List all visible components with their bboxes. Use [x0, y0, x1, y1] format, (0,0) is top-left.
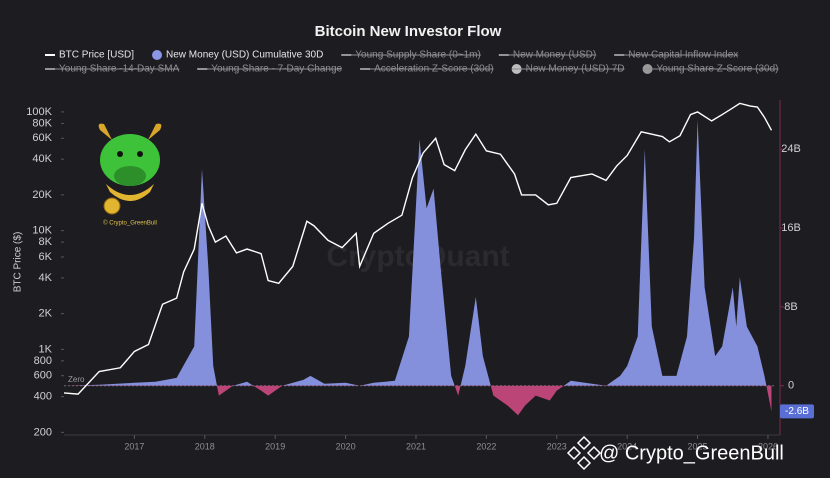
x-tick-label: 2025	[688, 441, 708, 451]
logo	[98, 123, 162, 215]
price-line	[63, 102, 773, 395]
y-tick-label: 100K	[26, 106, 52, 118]
y-tick-label: 60K	[32, 132, 52, 144]
y-tick-label: 4K	[39, 272, 53, 284]
y-tick-label: 10K	[32, 225, 52, 237]
x-tick-label: 2018	[195, 441, 215, 451]
current-marker-label: -2.6B	[785, 406, 809, 417]
y-tick-label: 6K	[39, 251, 53, 263]
y-tick-label: 2K	[39, 308, 53, 320]
y-tick-label: 200	[34, 426, 52, 438]
x-tick-label: 2020	[336, 441, 356, 451]
x-tick-label: 2021	[406, 441, 426, 451]
x-tick-label: 2024	[617, 441, 637, 451]
logo-caption: © Crypto_GreenBull	[103, 220, 157, 227]
y-tick-label: 8K	[39, 236, 53, 248]
x-tick-label: 2019	[265, 441, 285, 451]
legend-label: New Money (USD) Cumulative 30D	[166, 50, 323, 61]
y-tick-label: 600	[34, 370, 52, 382]
y-tick-label: 40K	[32, 153, 52, 165]
y-axis-label: BTC Price ($)	[13, 232, 24, 293]
y-tick-label: 400	[34, 391, 52, 403]
y2-tick-label: 8B	[784, 301, 797, 313]
x-tick-label: 2022	[476, 441, 496, 451]
overlay-icon	[566, 435, 602, 471]
x-tick-label: 2017	[124, 441, 144, 451]
y-tick-label: 1K	[39, 343, 53, 355]
flow-area	[64, 119, 772, 416]
x-tick-label: 2026	[758, 441, 778, 451]
x-tick-label: 2023	[547, 441, 567, 451]
legend-label: BTC Price [USD]	[59, 50, 134, 61]
chart-title: Bitcoin New Investor Flow	[315, 23, 502, 40]
current-marker-box	[780, 404, 814, 419]
y-tick-label: 20K	[32, 189, 52, 201]
zero-label: Zero	[68, 375, 85, 384]
y2-tick-label: 16B	[781, 222, 801, 234]
y2-tick-label: 0	[788, 380, 794, 392]
y-tick-label: 80K	[32, 117, 52, 129]
overlay-credit: @ Crypto_GreenBull	[599, 442, 784, 464]
legend-marker	[152, 50, 163, 60]
y-tick-label: 800	[34, 355, 52, 367]
y2-tick-label: 24B	[781, 143, 801, 155]
